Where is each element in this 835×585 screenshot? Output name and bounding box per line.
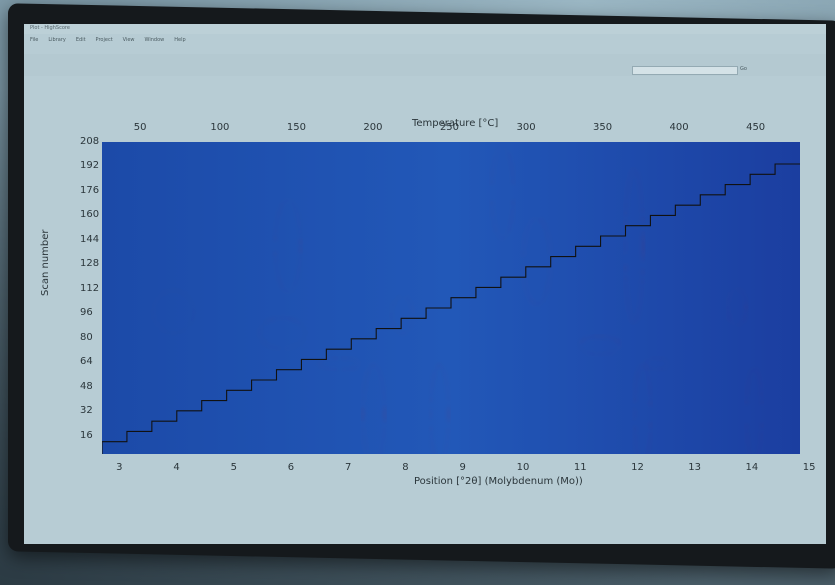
heatmap-peak-13 bbox=[745, 368, 763, 454]
top-axis-label: Temperature [°C] bbox=[412, 118, 499, 129]
menu-project[interactable]: Project bbox=[95, 37, 113, 43]
window-title: Plot - HighScore bbox=[30, 25, 70, 31]
toolbar bbox=[24, 54, 826, 76]
heatmap-peak-9 bbox=[624, 169, 644, 323]
heatmap-peak-12 bbox=[645, 357, 668, 370]
y-tick-16: 16 bbox=[80, 429, 93, 441]
menu-view[interactable]: View bbox=[122, 37, 135, 43]
x-tick-6: 6 bbox=[287, 462, 295, 473]
x-tick-14: 14 bbox=[745, 462, 759, 473]
heatmap-chart bbox=[102, 142, 800, 454]
top-tick-150: 150 bbox=[286, 122, 306, 133]
heatmap-peak-11 bbox=[579, 336, 620, 355]
heatmap-peak-14 bbox=[727, 288, 747, 326]
x-tick-4: 4 bbox=[173, 462, 180, 473]
top-tick-100: 100 bbox=[210, 122, 230, 133]
x-tick-12: 12 bbox=[631, 462, 644, 473]
heatmap-peak-0 bbox=[153, 290, 194, 334]
menu-window[interactable]: Window bbox=[144, 37, 165, 43]
y-tick-64: 64 bbox=[80, 356, 93, 368]
top-tick-200: 200 bbox=[363, 122, 383, 133]
top-tick-250: 250 bbox=[439, 122, 460, 133]
heatmap-peak-2 bbox=[259, 317, 306, 349]
heatmap-peak-6 bbox=[430, 365, 449, 454]
x-tick-9: 9 bbox=[459, 462, 466, 473]
x-tick-7: 7 bbox=[345, 462, 352, 473]
top-tick-300: 300 bbox=[516, 122, 536, 133]
top-tick-50: 50 bbox=[133, 122, 147, 133]
search-input[interactable] bbox=[632, 66, 738, 75]
top-tick-350: 350 bbox=[593, 122, 613, 133]
heatmap-peak-8 bbox=[523, 218, 551, 305]
y-tick-176: 176 bbox=[80, 184, 100, 196]
x-tick-13: 13 bbox=[688, 462, 702, 473]
x-tick-8: 8 bbox=[402, 462, 409, 473]
menu-file[interactable]: File bbox=[30, 37, 39, 43]
y-tick-80: 80 bbox=[80, 331, 93, 343]
heatmap-peak-1 bbox=[275, 200, 301, 292]
menu-help[interactable]: Help bbox=[174, 37, 186, 43]
heatmap-peak-5 bbox=[391, 296, 414, 334]
heatmap-peak-4 bbox=[362, 365, 385, 454]
x-tick-15: 15 bbox=[802, 462, 816, 473]
y-tick-48: 48 bbox=[80, 380, 93, 392]
heatmap-peak-7 bbox=[491, 146, 514, 239]
top-tick-450: 450 bbox=[746, 122, 766, 133]
search-button[interactable]: Go bbox=[740, 66, 747, 72]
y-tick-128: 128 bbox=[80, 258, 100, 270]
x-axis-label: Position [°2θ] (Molybdenum (Mo)) bbox=[414, 476, 583, 487]
menu-bar: File Library Edit Project View Window He… bbox=[30, 37, 186, 43]
x-tick-3: 3 bbox=[116, 462, 123, 473]
x-tick-5: 5 bbox=[230, 462, 237, 473]
y-tick-32: 32 bbox=[80, 405, 93, 417]
menu-library[interactable]: Library bbox=[48, 37, 66, 43]
x-tick-10: 10 bbox=[516, 462, 530, 473]
heatmap-peak-10 bbox=[634, 365, 651, 454]
top-tick-400: 400 bbox=[669, 122, 689, 133]
y-tick-192: 192 bbox=[80, 160, 100, 172]
y-tick-96: 96 bbox=[80, 307, 93, 319]
y-axis-label: Scan number bbox=[40, 229, 51, 296]
temperature-step-line bbox=[102, 163, 800, 454]
menu-edit[interactable]: Edit bbox=[75, 37, 86, 43]
x-tick-11: 11 bbox=[573, 462, 587, 473]
y-tick-144: 144 bbox=[80, 233, 100, 245]
heatmap-peak-3 bbox=[319, 357, 360, 370]
y-tick-160: 160 bbox=[80, 209, 100, 221]
y-tick-112: 112 bbox=[80, 282, 100, 294]
y-tick-208: 208 bbox=[80, 136, 100, 147]
title-bar: Plot - HighScore bbox=[24, 24, 826, 34]
